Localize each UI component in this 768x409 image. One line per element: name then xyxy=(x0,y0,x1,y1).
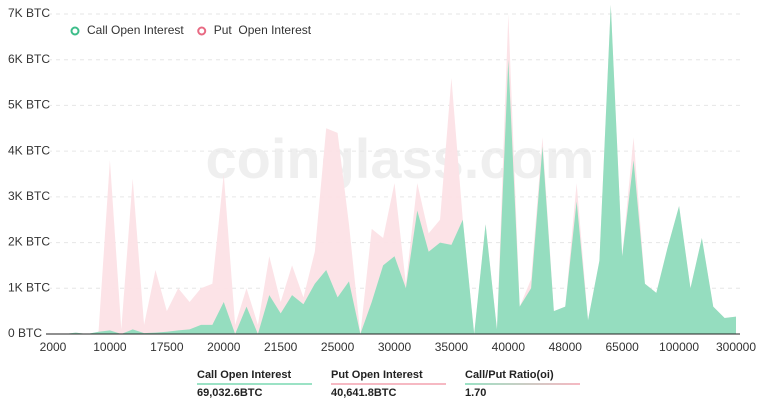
summary-bar xyxy=(197,383,312,385)
area-series xyxy=(53,4,736,334)
x-tick-label: 65000 xyxy=(605,340,639,354)
y-tick-label: 5K BTC xyxy=(8,98,50,112)
summary-value: 1.70 xyxy=(465,387,486,399)
y-tick-label: 1K BTC xyxy=(8,280,50,294)
x-tick-label: 20000 xyxy=(207,340,241,354)
x-tick-label: 40000 xyxy=(492,340,526,354)
legend-label: Call Open Interest xyxy=(87,23,184,37)
x-tick-label: 21500 xyxy=(264,340,298,354)
y-tick-label: 0 BTC xyxy=(8,326,42,340)
summary-label: Call Open Interest xyxy=(197,369,291,381)
x-tick-label: 30000 xyxy=(378,340,412,354)
y-tick-label: 3K BTC xyxy=(8,189,50,203)
summary-value: 69,032.6BTC xyxy=(197,387,262,399)
watermark: coinglass.com xyxy=(205,127,594,190)
area-series xyxy=(53,4,736,334)
summary-bar xyxy=(465,383,580,385)
y-tick-label: 6K BTC xyxy=(8,52,50,66)
legend-label: Put Open Interest xyxy=(214,23,312,37)
x-tick-label: 300000 xyxy=(716,340,756,354)
y-tick-label: 2K BTC xyxy=(8,235,50,249)
summary-label: Call/Put Ratio(oi) xyxy=(465,369,554,381)
x-tick-label: 35000 xyxy=(435,340,469,354)
legend-marker xyxy=(197,26,207,36)
legend-marker xyxy=(70,26,80,36)
summary-value: 40,641.8BTC xyxy=(331,387,396,399)
x-tick-label: 25000 xyxy=(321,340,355,354)
x-tick-label: 100000 xyxy=(659,340,699,354)
summary-label: Put Open Interest xyxy=(331,369,423,381)
x-tick-label: 10000 xyxy=(93,340,127,354)
x-tick-label: 2000 xyxy=(40,340,67,354)
x-tick-label: 17500 xyxy=(150,340,184,354)
x-tick-label: 48000 xyxy=(549,340,583,354)
summary-bar xyxy=(331,383,446,385)
y-tick-label: 4K BTC xyxy=(8,143,50,157)
y-tick-label: 7K BTC xyxy=(8,6,50,20)
